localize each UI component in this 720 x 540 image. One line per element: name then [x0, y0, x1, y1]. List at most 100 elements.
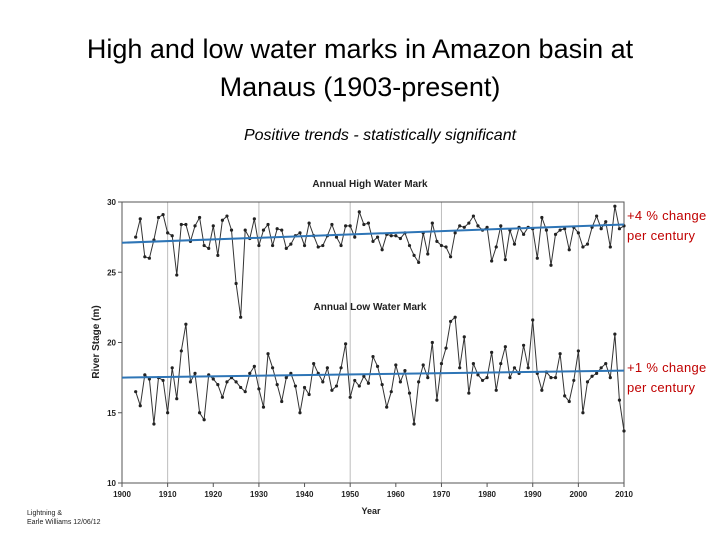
low-point — [166, 411, 170, 415]
low-point — [280, 399, 284, 404]
high-point — [143, 255, 147, 259]
low-point — [252, 364, 256, 368]
low-point — [617, 398, 622, 402]
low-point — [371, 354, 375, 359]
low-point — [134, 390, 138, 394]
x-tick-label-1950: 1950 — [341, 490, 359, 499]
high-point — [334, 235, 339, 239]
high-point — [197, 215, 202, 220]
low-point — [257, 387, 261, 391]
high-point — [453, 231, 457, 235]
high-point — [316, 245, 320, 249]
high-point — [289, 242, 293, 246]
low-point — [448, 319, 453, 324]
high-point — [613, 204, 617, 208]
low-point — [357, 384, 361, 388]
low-point — [184, 322, 188, 326]
high-point — [216, 253, 220, 257]
high-point — [563, 227, 567, 231]
high-point — [134, 235, 138, 239]
x-tick-label-2010: 2010 — [615, 490, 633, 499]
low-point — [444, 346, 448, 350]
low-point — [549, 376, 553, 380]
low-point — [339, 366, 343, 370]
low-point — [344, 342, 348, 346]
high-point — [357, 210, 361, 214]
high-point — [252, 217, 256, 221]
low-point — [485, 376, 489, 380]
high-point — [353, 235, 357, 239]
low-point — [197, 411, 202, 415]
high-point — [257, 243, 261, 248]
low-point — [394, 363, 398, 367]
low-point — [599, 366, 603, 370]
high-point — [417, 260, 421, 265]
low-point — [175, 397, 179, 401]
low-point — [430, 340, 434, 345]
low-point — [572, 378, 576, 383]
low-point — [216, 383, 220, 387]
high-point — [595, 214, 599, 218]
low-point — [353, 378, 357, 383]
high-point — [339, 243, 343, 248]
low-point — [576, 349, 580, 353]
low-point — [138, 404, 142, 408]
slide-title-line1: High and low water marks in Amazon basin… — [86, 34, 634, 64]
low-point — [202, 418, 206, 422]
low-point — [499, 361, 503, 366]
high-trend-line2: per century — [627, 228, 696, 243]
high-point — [138, 217, 142, 221]
low-point — [302, 385, 307, 390]
high-point — [535, 256, 539, 260]
high-point — [608, 245, 612, 249]
high-point — [585, 242, 590, 246]
low-point — [143, 373, 147, 377]
low-point — [170, 366, 174, 370]
low-point — [558, 352, 562, 356]
low-point — [581, 411, 585, 415]
low-point — [590, 374, 594, 378]
high-point — [225, 214, 229, 218]
low-point — [508, 376, 512, 380]
high-point — [371, 239, 375, 243]
axis-ticks: 1900 1910 1920 1930 1940 1950 1960 1970 1980 1990… — [107, 198, 633, 499]
high-point — [448, 255, 453, 259]
high-point — [494, 245, 498, 249]
high-point — [175, 273, 179, 277]
high-point — [439, 243, 444, 248]
low-point — [325, 366, 329, 370]
low-point — [188, 380, 193, 384]
high-point — [604, 220, 608, 224]
high-point — [220, 218, 224, 222]
high-point — [567, 248, 571, 252]
x-tick-label-1980: 1980 — [478, 490, 496, 499]
low-point — [179, 349, 183, 353]
high-point — [471, 214, 475, 218]
y-axis-label: River Stage (m) — [91, 305, 102, 378]
low-point — [462, 335, 466, 339]
low-point — [435, 398, 439, 402]
x-tick-label-1970: 1970 — [433, 490, 451, 499]
x-tick-label-1960: 1960 — [387, 490, 405, 499]
low-point — [522, 343, 526, 347]
low-point — [417, 380, 421, 384]
high-point — [426, 252, 430, 256]
high-point — [375, 235, 380, 239]
low-point — [239, 385, 243, 390]
y-tick-label-20: 20 — [107, 339, 116, 348]
high-point — [581, 245, 585, 249]
low-point — [407, 391, 412, 395]
low-point — [531, 318, 535, 322]
low-point — [595, 371, 599, 376]
low-point — [604, 361, 608, 366]
y-tick-label-15: 15 — [107, 409, 116, 418]
x-tick-label-1920: 1920 — [204, 490, 222, 499]
slide-title: High and low water marks in Amazon basin… — [20, 30, 700, 106]
high-point — [476, 224, 480, 228]
high-point — [166, 231, 170, 235]
low-point — [211, 377, 215, 381]
high-point — [407, 243, 412, 248]
low-point — [161, 378, 165, 383]
low-point — [243, 390, 247, 394]
